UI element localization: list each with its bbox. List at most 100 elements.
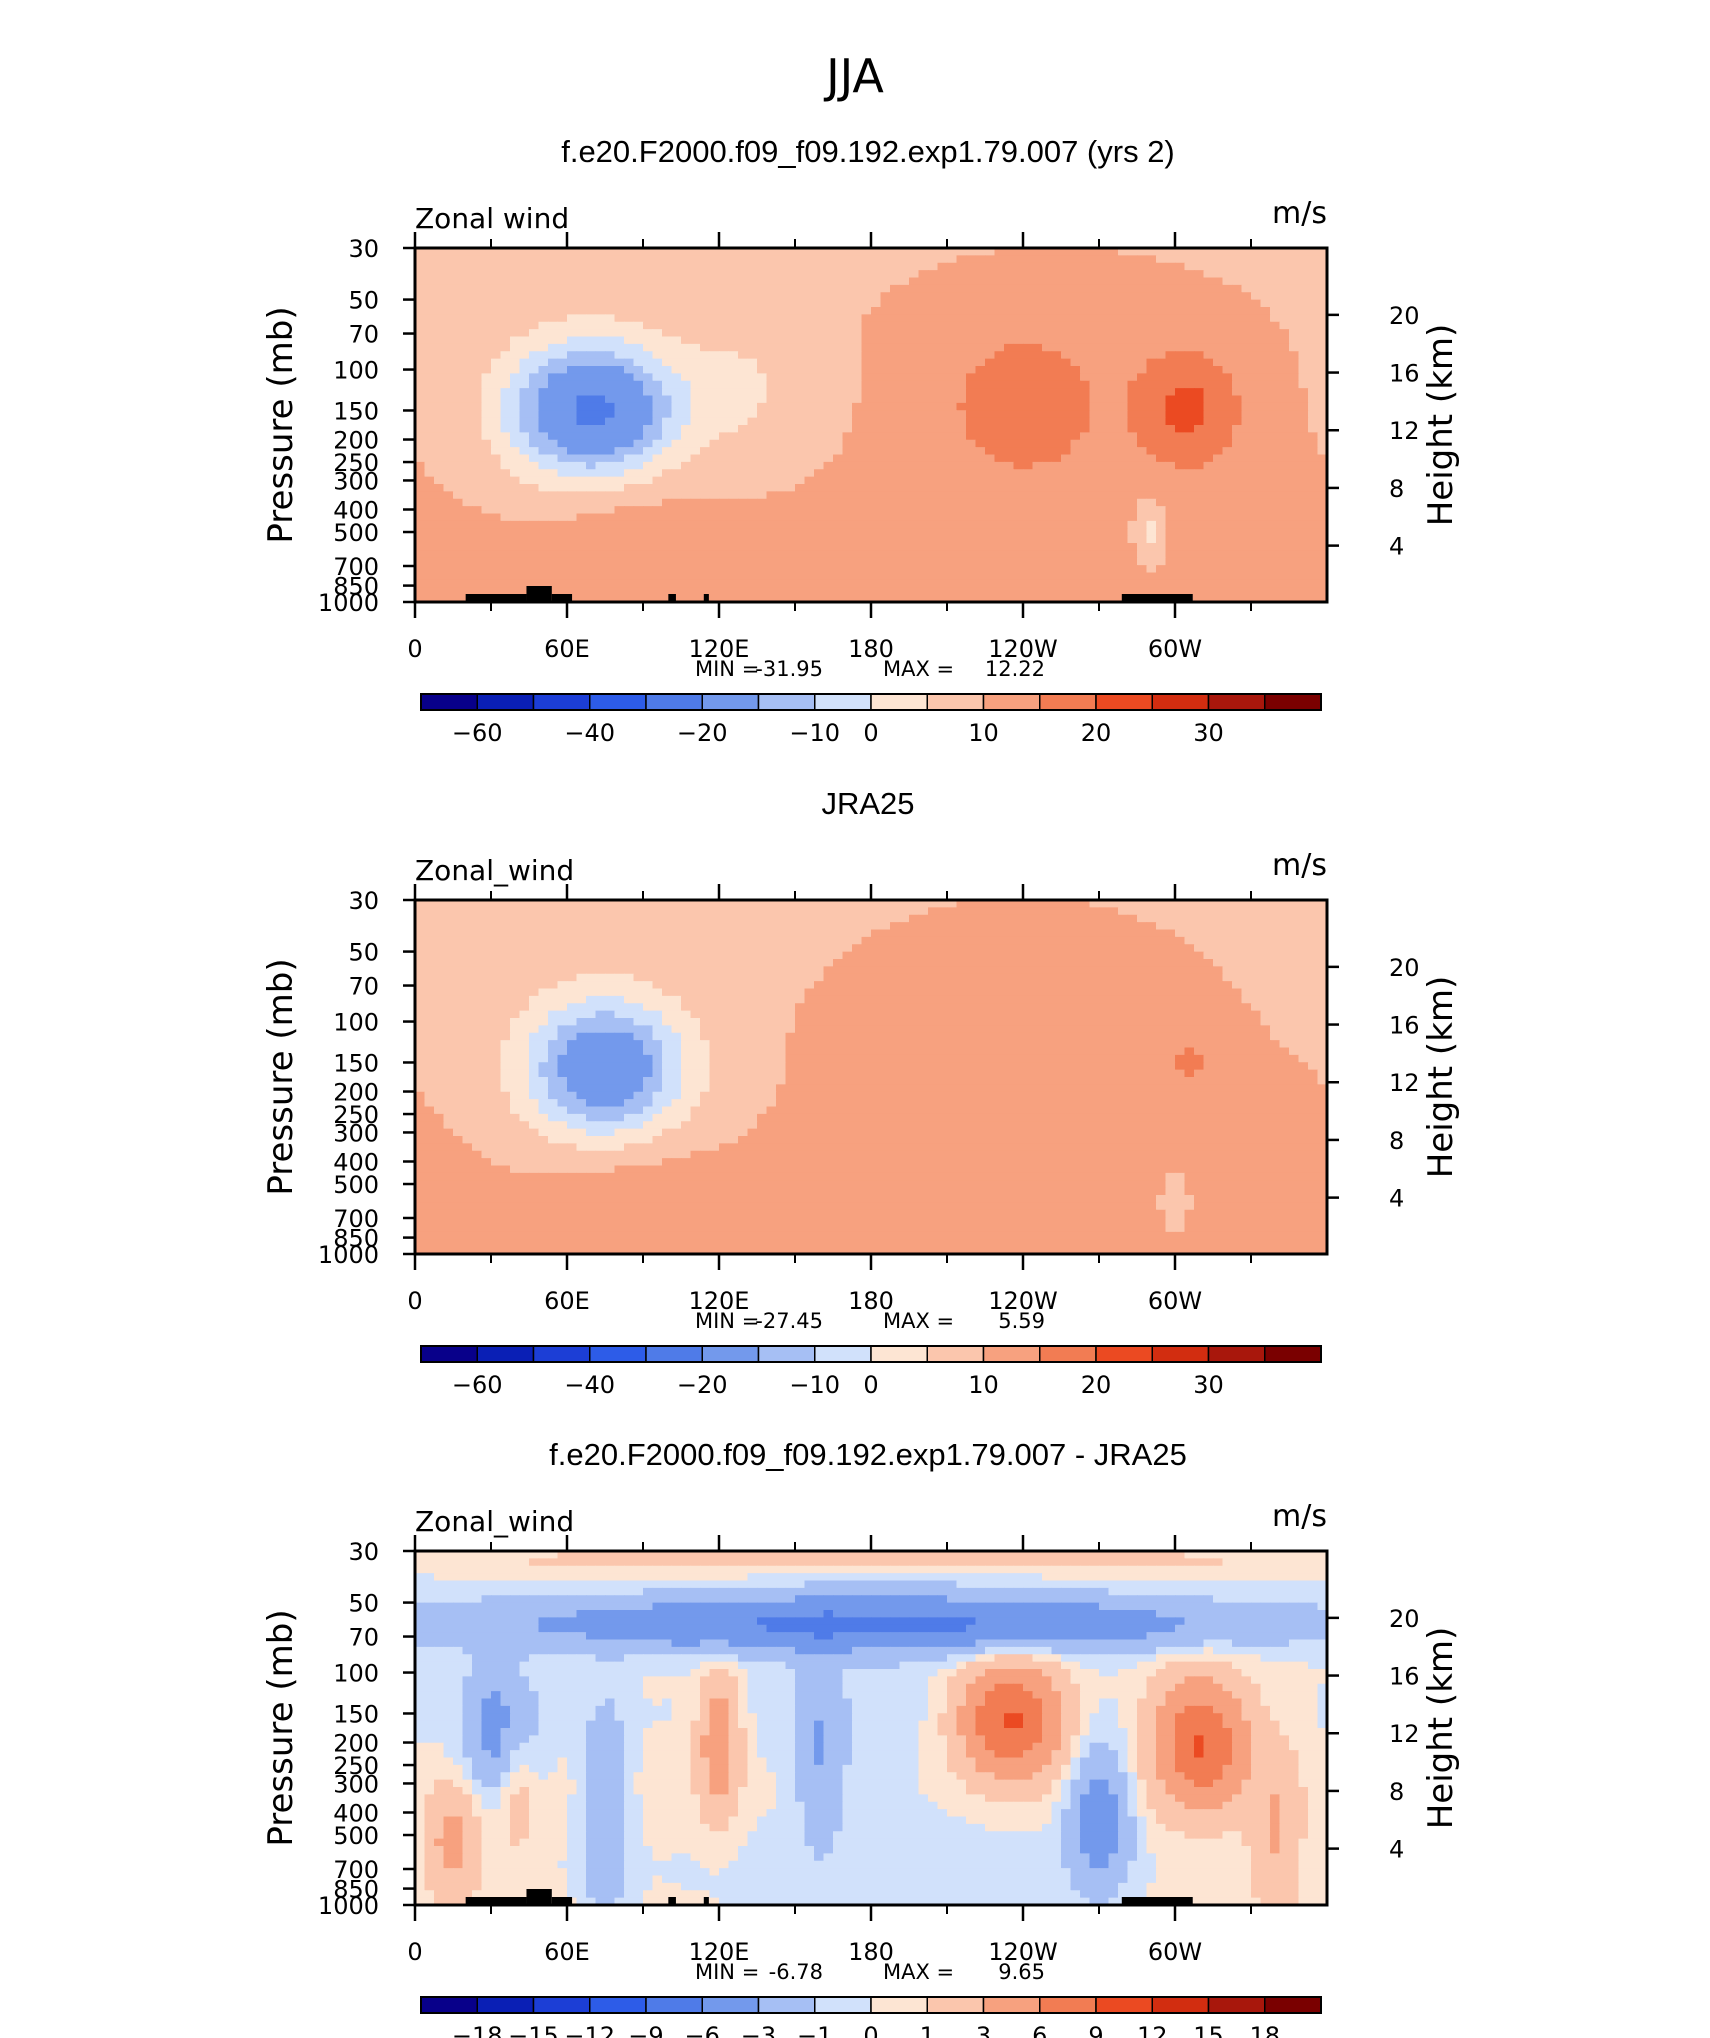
contour-cell bbox=[994, 410, 1005, 419]
contour-cell bbox=[1213, 373, 1224, 382]
contour-cell bbox=[1118, 469, 1129, 478]
contour-cell bbox=[614, 307, 625, 315]
contour-cell bbox=[1279, 587, 1290, 596]
contour-cell bbox=[1270, 520, 1281, 529]
contour-cell bbox=[1175, 528, 1186, 537]
contour-cell bbox=[548, 255, 559, 264]
contour-cell bbox=[1270, 373, 1281, 382]
contour-cell bbox=[1051, 329, 1062, 338]
contour-cell bbox=[956, 277, 967, 286]
contour-cell bbox=[918, 284, 929, 293]
contour-cell bbox=[966, 329, 977, 338]
contour-cell bbox=[576, 520, 587, 529]
contour-cell bbox=[614, 299, 625, 308]
contour-cell bbox=[1203, 402, 1214, 411]
contour-cell bbox=[890, 402, 901, 411]
contour-cell bbox=[481, 447, 492, 456]
contour-cell bbox=[909, 476, 920, 485]
contour-cell bbox=[557, 329, 568, 338]
contour-cell bbox=[861, 358, 872, 367]
contour-cell bbox=[1184, 491, 1195, 500]
contour-cell bbox=[833, 255, 844, 264]
contour-cell bbox=[443, 469, 454, 478]
contour-cell bbox=[510, 476, 521, 485]
contour-cell bbox=[738, 565, 749, 574]
contour-cell bbox=[1099, 491, 1110, 500]
contour-cell bbox=[548, 262, 559, 271]
contour-cell bbox=[557, 914, 568, 923]
contour-cell bbox=[1289, 439, 1300, 448]
contour-cell bbox=[662, 329, 673, 338]
contour-cell bbox=[605, 402, 616, 411]
contour-cell bbox=[1222, 565, 1233, 574]
contour-cell bbox=[766, 587, 777, 596]
contour-cell bbox=[757, 425, 768, 433]
contour-cell bbox=[747, 572, 758, 581]
contour-cell bbox=[719, 520, 730, 529]
contour-cell bbox=[719, 484, 730, 492]
contour-cell bbox=[899, 262, 910, 271]
contour-cell bbox=[1308, 579, 1319, 588]
contour-cell bbox=[415, 299, 426, 308]
contour-cell bbox=[766, 277, 777, 286]
contour-cell bbox=[662, 336, 673, 345]
contour-cell bbox=[614, 914, 625, 923]
contour-cell bbox=[1165, 432, 1176, 441]
contour-cell bbox=[415, 535, 426, 544]
contour-cell bbox=[1089, 277, 1100, 286]
contour-cell bbox=[1146, 336, 1157, 345]
contour-cell bbox=[491, 314, 502, 323]
contour-cell bbox=[899, 572, 910, 581]
contour-cell bbox=[1013, 491, 1024, 500]
contour-cell bbox=[624, 572, 635, 581]
contour-cell bbox=[681, 380, 692, 389]
contour-cell bbox=[529, 248, 540, 256]
contour-cell bbox=[1118, 543, 1129, 551]
contour-cell bbox=[1023, 402, 1034, 411]
contour-cell bbox=[1051, 336, 1062, 345]
contour-cell bbox=[1051, 907, 1062, 916]
contour-cell bbox=[1194, 410, 1205, 419]
contour-cell bbox=[1146, 454, 1157, 463]
contour-cell bbox=[1089, 284, 1100, 293]
contour-cell bbox=[1051, 321, 1062, 330]
contour-cell bbox=[462, 307, 473, 315]
contour-cell bbox=[1156, 307, 1167, 315]
contour-cell bbox=[1146, 535, 1157, 544]
contour-cell bbox=[1317, 255, 1328, 264]
contour-cell bbox=[757, 513, 768, 522]
contour-cell bbox=[937, 432, 948, 441]
contour-cell bbox=[1241, 417, 1252, 426]
contour-cell bbox=[1137, 284, 1148, 293]
contour-cell bbox=[510, 336, 521, 345]
contour-cell bbox=[462, 565, 473, 574]
contour-cell bbox=[453, 277, 464, 286]
contour-cell bbox=[1222, 292, 1233, 301]
contour-cell bbox=[595, 373, 606, 382]
contour-cell bbox=[1298, 292, 1309, 301]
contour-cell bbox=[795, 314, 806, 323]
contour-cell bbox=[681, 587, 692, 596]
contour-cell bbox=[1165, 491, 1176, 500]
contour-cell bbox=[1061, 314, 1072, 323]
contour-cell bbox=[1222, 579, 1233, 588]
contour-cell bbox=[434, 550, 445, 559]
height-tick-label: 8 bbox=[1389, 475, 1404, 503]
contour-cell bbox=[766, 491, 777, 500]
contour-cell bbox=[1032, 579, 1043, 588]
contour-cell bbox=[1298, 351, 1309, 360]
contour-cell bbox=[871, 270, 882, 279]
contour-cell bbox=[1298, 417, 1309, 426]
contour-cell bbox=[738, 402, 749, 411]
contour-cell bbox=[1051, 461, 1062, 470]
contour-cell bbox=[928, 417, 939, 426]
contour-cell bbox=[1032, 299, 1043, 308]
contour-cell bbox=[605, 454, 616, 463]
contour-cell bbox=[1308, 587, 1319, 596]
contour-cell bbox=[795, 410, 806, 419]
contour-cell bbox=[1099, 439, 1110, 448]
contour-cell bbox=[500, 572, 511, 581]
contour-cell bbox=[1279, 284, 1290, 293]
contour-cell bbox=[671, 914, 682, 923]
contour-cell bbox=[586, 454, 597, 463]
